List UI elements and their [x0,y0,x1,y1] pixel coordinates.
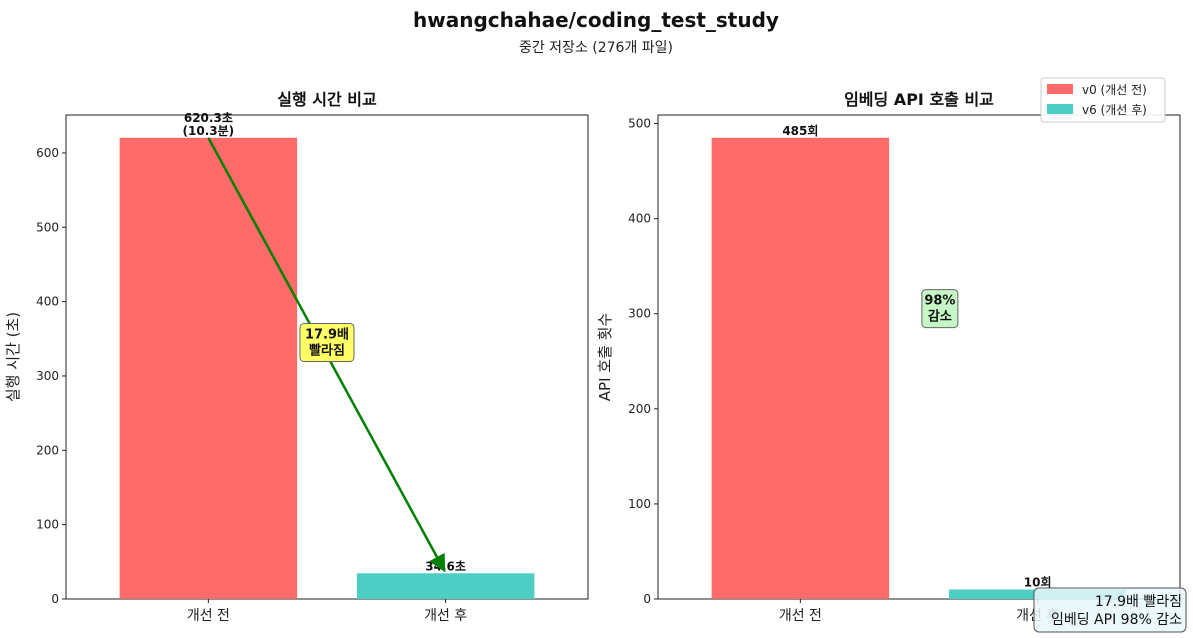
plot-frame [657,114,1181,600]
y-tick-label: 100 [628,497,651,511]
y-axis-label: 실행 시간 (초) [4,312,22,402]
y-tick-label: 400 [628,212,651,226]
plot-frame [65,114,589,600]
y-tick-label: 100 [36,518,59,532]
x-tick-label: 개선 전 [779,608,822,624]
chart-title: 임베딩 API 호출 비교 [844,90,994,109]
data-label: (10.3분) [183,124,235,138]
bar-1 [119,137,298,599]
annotation-text: 17.9배 [305,326,349,342]
y-tick-label: 300 [628,307,651,321]
data-label: 485회 [782,123,818,138]
legend-label: v0 (개선 전) [1082,83,1147,97]
legend-label: v6 (개선 후) [1082,103,1147,117]
data-label: 34.6초 [425,559,466,573]
annotation-box [299,322,355,362]
y-tick-label: 600 [36,146,59,160]
x-tick-label: 개선 후 [424,608,467,624]
legend-swatch [1047,84,1073,94]
data-label: 620.3초 [184,111,233,125]
y-tick-label: 0 [643,592,651,606]
y-tick-label: 0 [51,592,59,606]
annotation-text: 감소 [928,310,952,325]
bar-1 [711,137,890,599]
chart-panel-2: 임베딩 API 호출 비교 0 100 200 300 400 500 API 호출 횟수개선… [596,90,1181,624]
annotation-text: 빨라짐 [309,342,345,358]
legend: v0 (개선 전) v6 (개선 후) [1040,77,1166,123]
chart-panel-1: 실행 시간 비교 0 100 200 300 400 500 600 실행 시간 (초) 개선 전… [4,90,589,624]
y-tick-label: 200 [36,443,59,457]
data-label: 10회 [1024,574,1052,589]
annotation-text: 98% [924,294,955,309]
y-tick-label: 200 [628,402,651,416]
figure-subtitle: 중간 저장소 (276개 파일) [519,40,673,56]
chart-title: 실행 시간 비교 [277,90,377,109]
x-tick-label: 개선 전 [187,608,230,624]
summary-text: 17.9배 빨라짐 [1095,594,1182,610]
annotation-box [921,289,959,329]
summary-frame [1033,587,1187,633]
y-tick-label: 500 [628,117,651,131]
y-tick-label: 400 [36,295,59,309]
y-axis-label: API 호출 횟수 [596,313,614,401]
summary-text: 임베딩 API 98% 감소 [1051,612,1182,628]
y-tick-label: 500 [36,220,59,234]
figure-title: hwangchahae/coding_test_study [413,8,779,32]
y-tick-label: 300 [36,369,59,383]
bar-2 [356,573,535,599]
legend-swatch [1047,104,1073,114]
